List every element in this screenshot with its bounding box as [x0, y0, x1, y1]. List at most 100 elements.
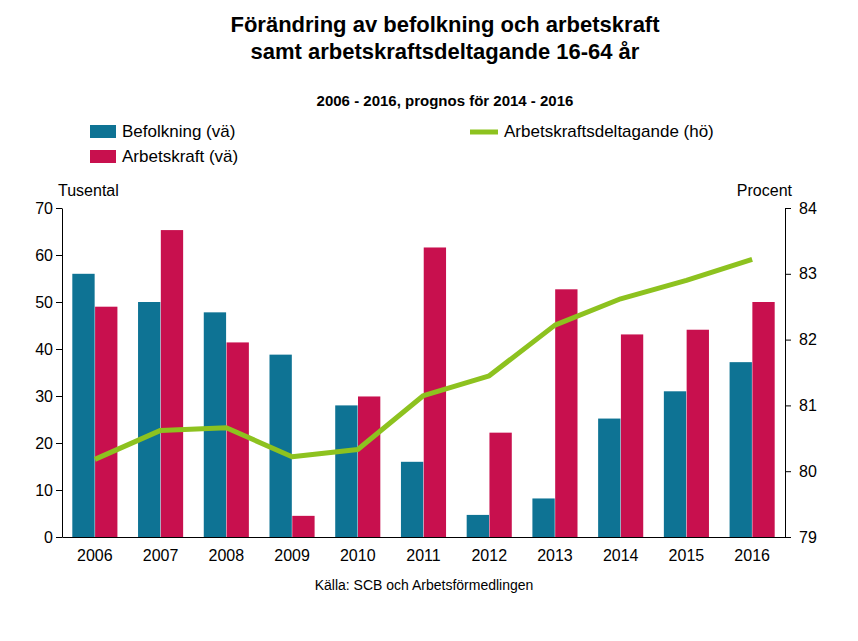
tick-label: 2014: [603, 547, 639, 564]
tick-label: 10: [35, 482, 53, 499]
tick-mark: [56, 396, 62, 397]
title: samt arbetskraftsdeltagande 16-64 år: [251, 39, 640, 64]
tick: 40: [35, 341, 62, 358]
tick-label: 70: [35, 200, 53, 217]
tick-label: 0: [44, 529, 53, 546]
tick-mark: [785, 340, 791, 341]
tick: 2016: [734, 537, 770, 564]
tick-mark: [785, 405, 791, 406]
bar: [161, 230, 183, 537]
tick: 2014: [603, 537, 639, 564]
tick-label: 2007: [143, 547, 179, 564]
legend-item: Arbetskraftsdeltagande (hö): [470, 122, 714, 141]
bar: [467, 515, 489, 537]
tick: 2011: [406, 537, 441, 564]
bar: [95, 307, 117, 537]
legend-item: Arbetskraft (vä): [90, 147, 238, 166]
tick-label: 60: [35, 247, 53, 264]
tick: 2012: [471, 537, 507, 564]
tick-mark: [785, 208, 791, 209]
tick: 10: [35, 482, 62, 499]
axis-line: [785, 209, 786, 538]
axis-title: Tusental: [58, 182, 119, 199]
tick-label: 40: [35, 341, 53, 358]
tick-label: 82: [799, 331, 817, 348]
bar: [358, 396, 380, 537]
bar: [335, 405, 357, 537]
tick-label: 20: [35, 435, 53, 452]
tick: 2006: [77, 537, 113, 564]
tick-label: 2016: [734, 547, 770, 564]
tick: 70: [35, 200, 62, 217]
tick-label: 2006: [77, 547, 113, 564]
axis-line: [63, 537, 786, 538]
axis: 0 10 20 30 40 50 60 70: [35, 200, 62, 546]
tick-mark: [56, 255, 62, 256]
tick-mark: [56, 208, 62, 209]
tick-label: 2010: [340, 547, 376, 564]
axis-title: Procent: [737, 182, 793, 199]
plot-area: [72, 230, 774, 537]
chart: Förändring av befolkning och arbetskraft…: [0, 0, 858, 641]
tick: 30: [35, 388, 62, 405]
legend-item: Befolkning (vä): [90, 122, 235, 141]
tick-label: 83: [799, 265, 817, 282]
tick-mark: [785, 471, 791, 472]
tick: 84: [785, 200, 817, 217]
tick-mark: [785, 537, 791, 538]
tick-mark: [56, 490, 62, 491]
legend-label: Befolkning (vä): [122, 122, 235, 141]
bar: [489, 433, 511, 537]
tick: 20: [35, 435, 62, 452]
axis: 2006 2007 2008 2009 2010 2011 2012 2013 2014 2015…: [63, 537, 786, 564]
tick: 2009: [274, 537, 310, 564]
tick-label: 50: [35, 294, 53, 311]
bar: [138, 302, 160, 537]
axis: 79 80 81 82 83 84: [785, 200, 817, 546]
tick: 2010: [340, 537, 376, 564]
tick: 79: [785, 529, 817, 546]
bar: [598, 419, 620, 537]
bar: [401, 462, 423, 537]
tick-label: 2012: [471, 547, 507, 564]
bar: [227, 342, 249, 537]
title: Förändring av befolkning och arbetskraft: [230, 12, 660, 37]
legend-swatch: [90, 125, 116, 138]
tick-label: 79: [799, 529, 817, 546]
source: Källa: SCB och Arbetsförmedlingen: [315, 577, 534, 593]
tick: 2013: [537, 537, 573, 564]
tick: 81: [785, 397, 817, 414]
tick-label: 80: [799, 463, 817, 480]
tick: 2008: [209, 537, 245, 564]
tick-label: 2013: [537, 547, 573, 564]
tick-label: 2011: [406, 547, 441, 564]
legend-label: Arbetskraftsdeltagande (hö): [504, 122, 714, 141]
line: [95, 259, 752, 459]
tick: 60: [35, 247, 62, 264]
tick-mark: [56, 302, 62, 303]
tick-mark: [56, 349, 62, 350]
tick: 82: [785, 331, 817, 348]
bar: [621, 334, 643, 537]
tick: 80: [785, 463, 817, 480]
bar: [292, 516, 314, 537]
tick: 2007: [143, 537, 179, 564]
tick: 50: [35, 294, 62, 311]
bar: [204, 312, 226, 537]
bar: [687, 330, 709, 537]
tick: 83: [785, 265, 817, 282]
bar: [752, 302, 774, 537]
tick-label: 30: [35, 388, 53, 405]
tick-label: 81: [799, 397, 817, 414]
bar: [72, 274, 94, 537]
bar: [664, 391, 686, 537]
bar: [532, 498, 554, 537]
bar: [730, 362, 752, 537]
tick: 2015: [669, 537, 705, 564]
tick-mark: [56, 537, 62, 538]
tick-label: 2008: [209, 547, 245, 564]
legend-swatch: [90, 150, 116, 163]
tick: 0: [44, 529, 62, 546]
legend-swatch: [470, 130, 498, 135]
tick-mark: [785, 274, 791, 275]
